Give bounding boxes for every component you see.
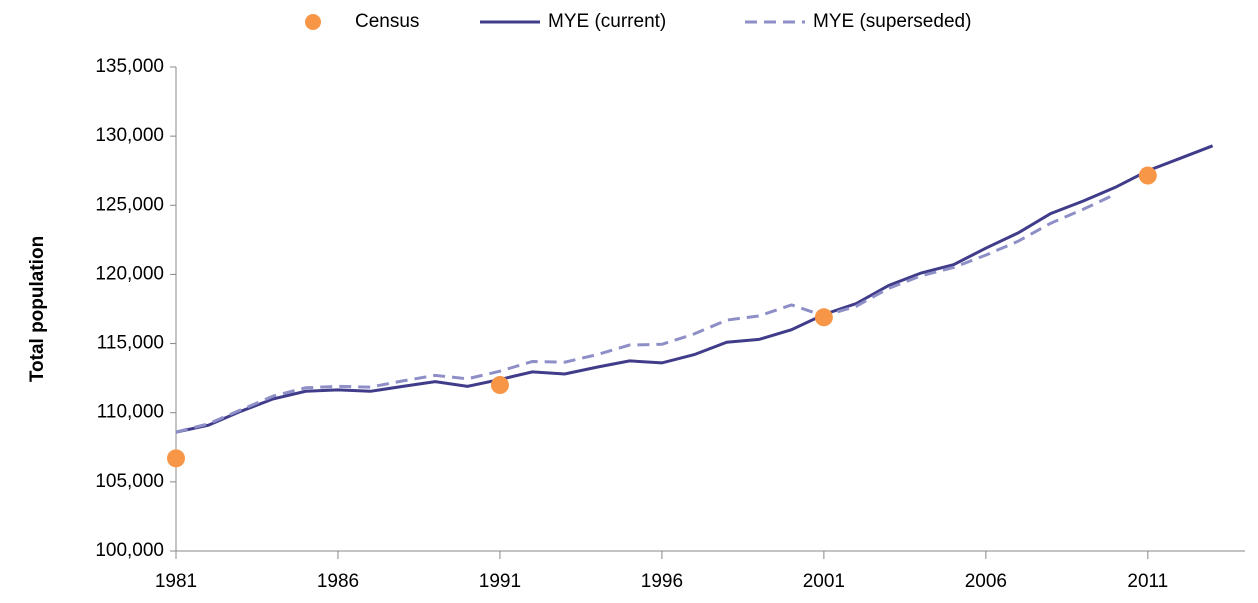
x-tick-label: 1996 [641, 571, 683, 592]
legend-label: MYE (superseded) [813, 11, 971, 32]
legend-label: MYE (current) [548, 11, 666, 32]
y-tick-label: 125,000 [95, 194, 164, 215]
x-tick-label: 1986 [317, 571, 359, 592]
y-axis-title: Total population [27, 236, 48, 382]
y-tick-label: 110,000 [97, 402, 164, 423]
census-point [167, 449, 185, 468]
series-line [175, 192, 1117, 434]
x-tick-label: 2001 [803, 571, 845, 592]
x-tick-label: 2006 [965, 571, 1007, 592]
y-tick-label: 115,000 [97, 333, 164, 354]
y-tick-label: 105,000 [95, 471, 164, 492]
y-tick-label: 100,000 [95, 540, 164, 561]
x-tick-label: 1981 [155, 571, 197, 592]
x-tick-label: 1991 [479, 571, 521, 592]
census-point [1138, 166, 1157, 185]
y-tick-label: 120,000 [95, 263, 164, 284]
legend-marker [305, 14, 321, 30]
legend-label: Census [355, 11, 419, 32]
y-tick-label: 130,000 [95, 125, 164, 146]
census-point [814, 308, 833, 327]
y-tick-label: 135,000 [95, 56, 164, 77]
x-tick-label: 2011 [1127, 571, 1168, 592]
series-line [175, 144, 1214, 434]
census-point [490, 376, 509, 395]
